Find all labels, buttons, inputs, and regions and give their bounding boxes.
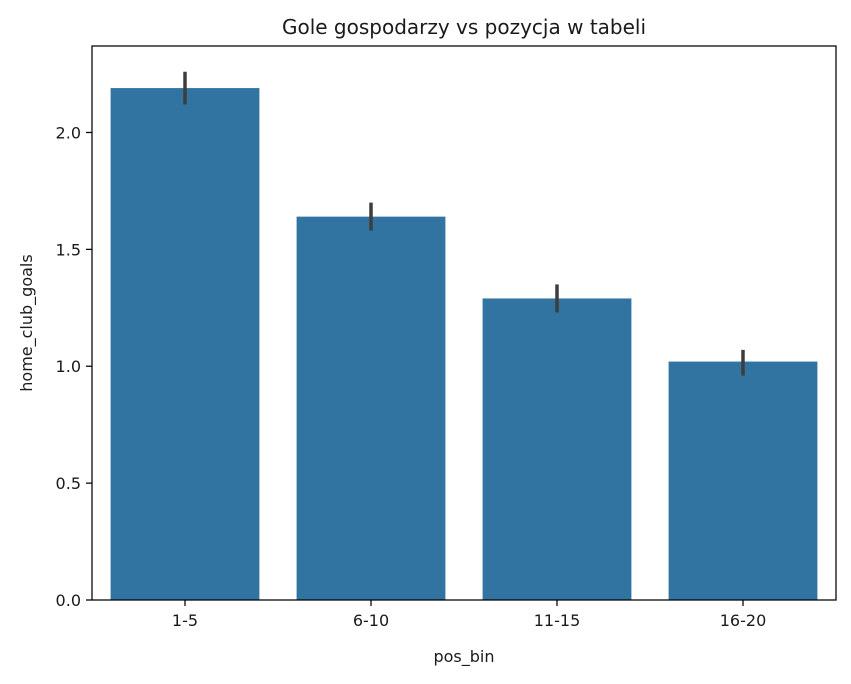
bar-16-20 <box>668 361 818 600</box>
bar-11-15 <box>482 298 632 600</box>
y-tick-label: 1.5 <box>56 240 81 259</box>
x-tick-label: 16-20 <box>720 611 767 630</box>
plot-frame <box>91 45 837 601</box>
bar-6-10 <box>296 216 446 600</box>
x-tick-label: 1-5 <box>172 611 198 630</box>
y-tick-label: 2.0 <box>56 123 81 142</box>
x-tick-label: 11-15 <box>534 611 581 630</box>
x-tick-label: 6-10 <box>353 611 389 630</box>
error-bars-layer <box>183 71 745 376</box>
bar-1-5 <box>110 88 260 600</box>
y-axis: 0.0 0.5 1.0 1.5 2.0 <box>56 123 92 610</box>
x-axis-label: pos_bin <box>433 647 494 667</box>
y-tick-label: 0.0 <box>56 591 81 610</box>
y-axis-label: home_club_goals <box>17 254 37 391</box>
y-tick-label: 0.5 <box>56 474 81 493</box>
x-axis: 1-5 6-10 11-15 16-20 <box>172 600 766 630</box>
bars-layer <box>110 88 818 600</box>
y-tick-label: 1.0 <box>56 357 81 376</box>
chart-title: Gole gospodarzy vs pozycja w tabeli <box>282 15 646 39</box>
